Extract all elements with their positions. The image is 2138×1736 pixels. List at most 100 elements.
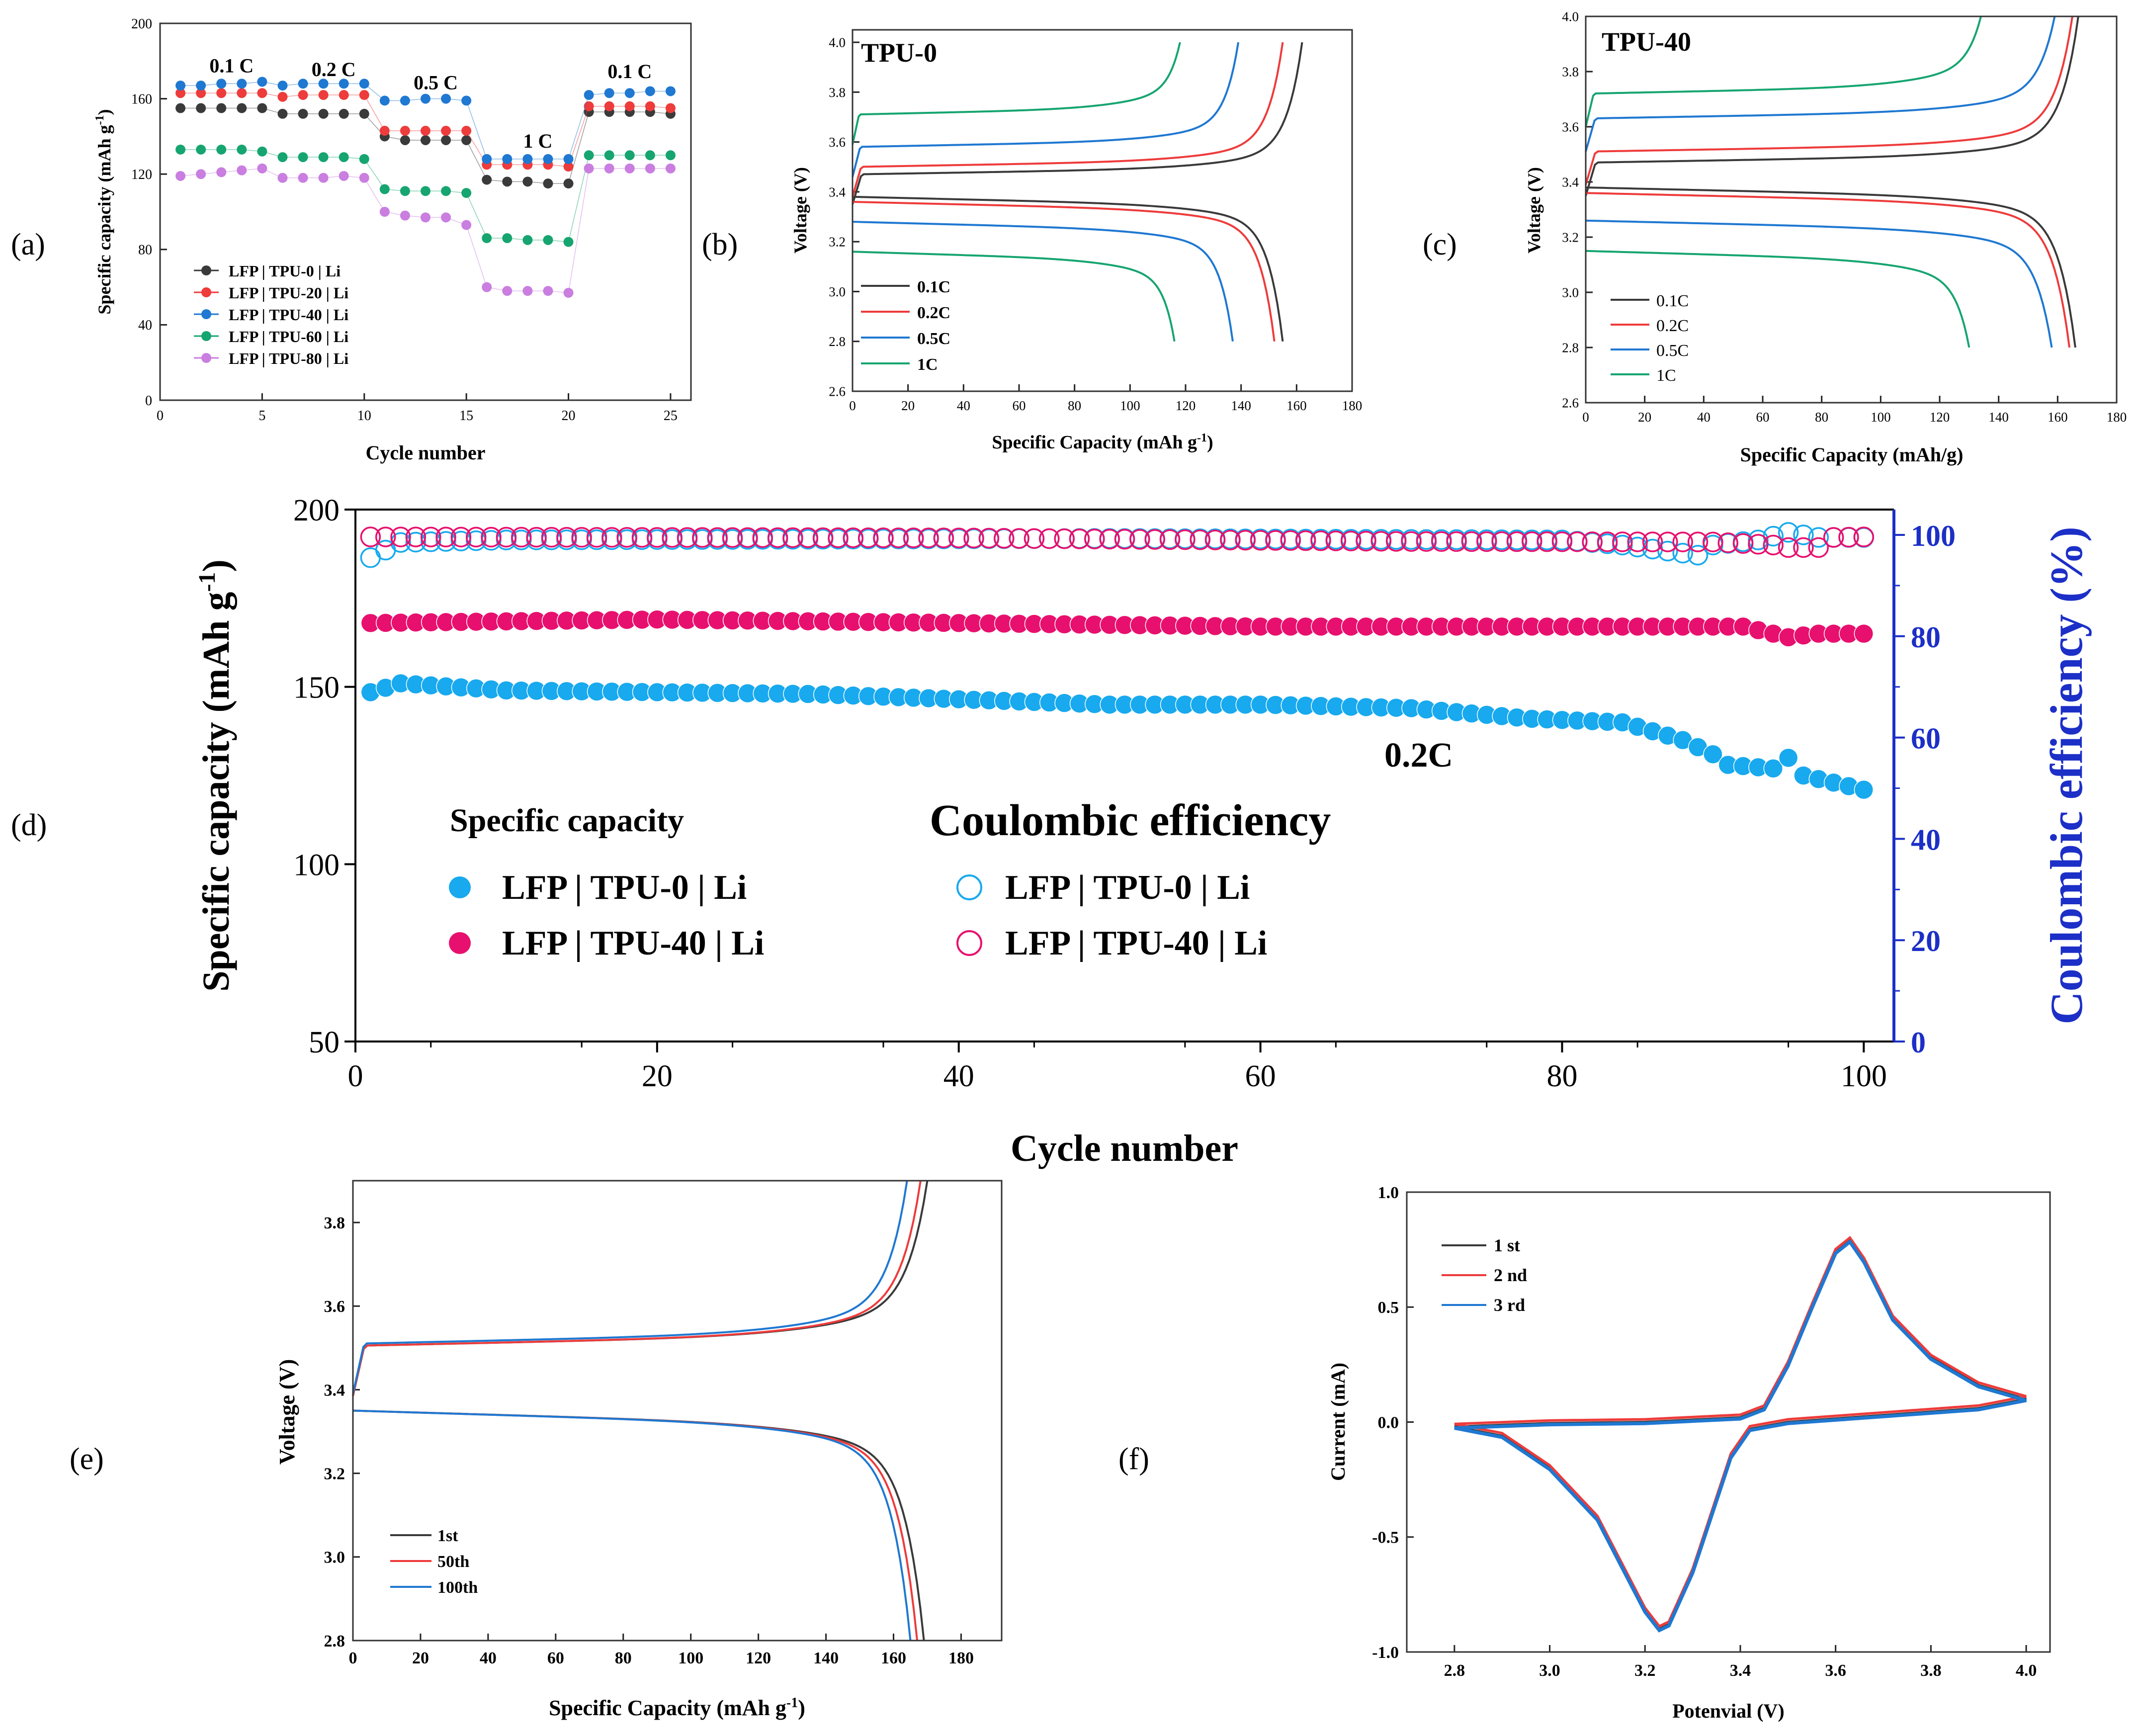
x-tick-label: 40 — [1697, 410, 1710, 425]
legend-label: 50th — [437, 1553, 469, 1571]
data-point — [339, 152, 349, 163]
data-point — [461, 220, 472, 230]
data-point — [543, 235, 553, 245]
efficiency-point — [375, 526, 396, 547]
data-point — [624, 88, 635, 98]
efficiency-point — [903, 527, 924, 548]
data-point — [461, 188, 472, 198]
efficiency-point — [1280, 530, 1301, 551]
panel-label-f: (f) — [1118, 1442, 1149, 1476]
efficiency-point — [1250, 530, 1271, 551]
efficiency-point — [1461, 531, 1482, 552]
y-tick-label: 4.0 — [829, 35, 846, 50]
y-right-tick-label: 60 — [1911, 722, 1941, 755]
y-tick-label: 2.6 — [1562, 395, 1579, 410]
y-tick-label: 3.2 — [1562, 230, 1579, 245]
x-tick-label: 20 — [562, 408, 576, 424]
efficiency-point — [1235, 529, 1256, 551]
efficiency-point — [1703, 531, 1723, 552]
data-point — [441, 186, 451, 196]
panel-c-voltage-profiles: 0 20 40 60 80 100 120 140 160 180 2.6 2.8 3.0 3.2 3.4 3… — [1524, 9, 2127, 466]
x-tick-label: 40 — [943, 1059, 974, 1093]
efficiency-point — [1084, 528, 1105, 549]
data-point — [379, 207, 390, 217]
discharge-curve — [352, 1409, 912, 1641]
x-tick-label: 0 — [1582, 410, 1589, 425]
data-point — [339, 171, 349, 181]
data-point — [216, 79, 227, 89]
y-tick-label: 4.0 — [1562, 9, 1579, 24]
panel-e-legend: 1st 50th 100th — [390, 1527, 478, 1597]
efficiency-point — [360, 547, 381, 568]
legend-header-capacity: Specific capacity — [450, 802, 684, 839]
efficiency-point — [1672, 542, 1693, 564]
efficiency-point — [465, 526, 487, 548]
y-tick-label: 2.8 — [324, 1632, 345, 1650]
efficiency-point — [571, 527, 592, 548]
data-point — [522, 286, 533, 296]
efficiency-point — [1748, 529, 1769, 550]
efficiency-point — [1657, 540, 1678, 562]
legend-label: LFP | TPU-60 | Li — [229, 328, 348, 346]
data-point — [563, 178, 574, 189]
charge-curve — [1585, 16, 2056, 152]
y-tick-label: 2.8 — [1562, 340, 1579, 355]
charge-curve — [852, 42, 1181, 145]
y-axis-label-end: ) — [195, 559, 237, 572]
rate-label: 1 C — [523, 130, 552, 152]
data-point — [522, 235, 533, 245]
panel-d-cycling-chart: 0 20 40 60 80 100 50 100 150 200 0 20 40 60 80 100 0.2C… — [194, 494, 2092, 1169]
charge-curve — [352, 1180, 929, 1396]
data-point — [298, 152, 308, 163]
panel-c-legend: 0.1C 0.2C 0.5C 1C — [1611, 292, 1689, 385]
efficiency-point — [978, 527, 1000, 549]
data-point — [502, 176, 513, 187]
efficiency-point — [888, 527, 909, 548]
y-tick-label: 0.0 — [1378, 1413, 1399, 1432]
x-axis-label: Specific Capacity (mAh g-1) — [549, 1695, 805, 1720]
x-tick-label: 160 — [2048, 410, 2068, 425]
efficiency-point — [828, 527, 849, 548]
x-tick-label: 40 — [957, 398, 970, 413]
data-point — [257, 77, 267, 87]
data-point — [237, 144, 247, 155]
data-point — [400, 186, 410, 196]
data-point — [339, 90, 349, 100]
data-point — [665, 150, 676, 161]
efficiency-point — [496, 526, 517, 548]
capacity-point — [1778, 748, 1798, 768]
efficiency-point — [857, 527, 879, 548]
charge-curve — [852, 42, 1240, 177]
legend-marker-hollow — [956, 930, 982, 956]
data-point — [645, 150, 655, 161]
discharge-curve — [352, 1409, 919, 1641]
x-axis-label-main: Specific Capacity (mAh g — [549, 1696, 786, 1720]
x-tick-label: 3.8 — [1920, 1661, 1942, 1680]
efficiency-point — [1748, 534, 1769, 555]
y-tick-label: 3.4 — [1562, 174, 1579, 189]
y-tick-label: 3.2 — [829, 235, 846, 250]
legend-label: 0.5C — [917, 330, 950, 348]
data-point — [237, 79, 247, 89]
legend-marker-filled — [449, 876, 471, 898]
x-tick-label: 120 — [1930, 410, 1950, 425]
x-tick-label: 100 — [1841, 1059, 1887, 1093]
data-point — [421, 93, 430, 104]
data-point — [277, 91, 288, 102]
data-point — [461, 135, 472, 145]
data-point — [421, 186, 430, 196]
data-point — [502, 286, 513, 296]
efficiency-point — [1265, 530, 1286, 551]
data-point — [543, 286, 553, 296]
x-axis-label-sup: -1 — [1197, 432, 1207, 444]
x-tick-label: 4.0 — [2016, 1661, 2037, 1680]
x-axis-label-sup: -1 — [786, 1695, 798, 1711]
rate-label: 0.5 C — [414, 72, 458, 94]
efficiency-point — [722, 527, 743, 548]
panel-b-legend: 0.1C 0.2C 0.5C 1C — [861, 278, 950, 374]
x-tick-label: 160 — [1286, 398, 1307, 413]
efficiency-point — [1642, 531, 1663, 552]
data-point — [216, 144, 227, 155]
data-point — [216, 103, 227, 113]
y-tick-label: 200 — [131, 16, 152, 32]
